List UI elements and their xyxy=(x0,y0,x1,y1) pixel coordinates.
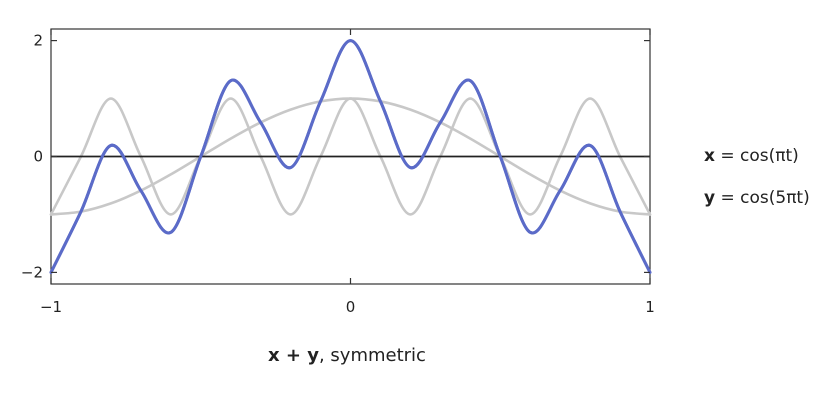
series-line-sum-top xyxy=(49,39,652,274)
x-tick-label: −1 xyxy=(40,298,62,316)
y-tick-label: 0 xyxy=(33,148,43,166)
y-tick-label: −2 xyxy=(21,263,43,281)
caption-rest: , symmetric xyxy=(318,345,426,366)
legend-entry-y: y = cos(5πt) xyxy=(704,188,810,208)
legend-y-symbol: y xyxy=(704,188,716,208)
x-tick-label: 0 xyxy=(346,298,356,316)
y-tick-label: 2 xyxy=(33,32,43,50)
legend-y-formula: = cos(5πt) xyxy=(715,188,810,208)
chart-caption: x + y, symmetric xyxy=(268,345,426,366)
caption-sum: x + y xyxy=(268,345,319,366)
legend-x-symbol: x xyxy=(704,146,715,166)
series-line-cos-5pi-t xyxy=(49,97,652,216)
legend-entry-x: x = cos(πt) xyxy=(704,146,799,166)
x-tick-label: 1 xyxy=(645,298,655,316)
legend-x-formula: = cos(πt) xyxy=(714,146,799,166)
